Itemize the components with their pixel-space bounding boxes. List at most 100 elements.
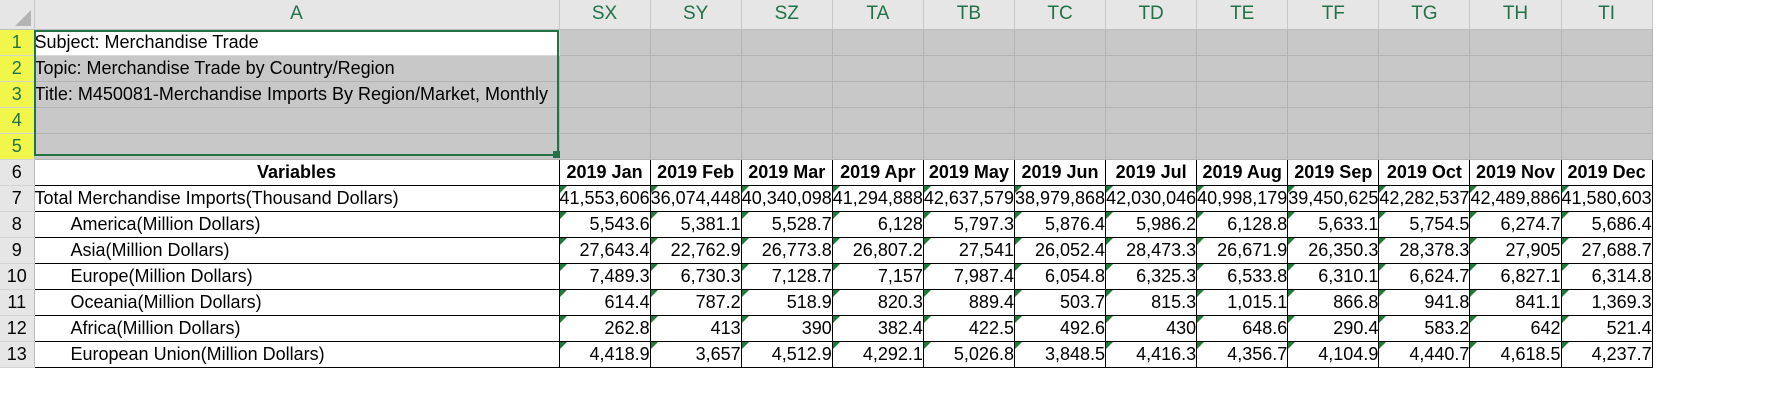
empty-cell[interactable] (923, 81, 1015, 108)
empty-cell[interactable] (559, 29, 651, 56)
data-cell[interactable]: 4,418.9 (558, 340, 651, 368)
data-cell[interactable]: 1,015.1 (1196, 288, 1289, 316)
month-header[interactable]: 2019 Jul (1105, 158, 1198, 186)
data-cell[interactable]: 42,030,046 (1105, 184, 1198, 212)
empty-cell[interactable] (1378, 29, 1471, 56)
meta-subject[interactable]: Subject: Merchandise Trade (34, 29, 560, 56)
row-header-6[interactable]: 6 (0, 159, 35, 186)
data-cell[interactable]: 3,848.5 (1013, 340, 1107, 368)
data-cell[interactable]: 7,489.3 (558, 262, 651, 290)
data-cell[interactable]: 5,543.6 (558, 210, 651, 238)
data-cell[interactable]: 41,580,603 (1560, 184, 1653, 212)
empty-cell[interactable] (1287, 133, 1380, 160)
data-cell[interactable]: 5,686.4 (1560, 210, 1653, 238)
empty-cell[interactable] (1196, 133, 1289, 160)
row-header-12[interactable]: 12 (0, 315, 35, 342)
data-cell[interactable]: 648.6 (1196, 314, 1289, 342)
data-cell[interactable]: 6,128.8 (1196, 210, 1289, 238)
empty-cell[interactable] (741, 55, 833, 82)
data-cell[interactable]: 38,979,868 (1013, 184, 1107, 212)
data-cell[interactable]: 6,624.7 (1378, 262, 1471, 290)
variable-label[interactable]: Africa(Million Dollars) (33, 314, 560, 342)
data-cell[interactable]: 28,378.3 (1378, 236, 1471, 264)
data-cell[interactable]: 521.4 (1560, 314, 1653, 342)
row-header-3[interactable]: 3 (0, 81, 35, 108)
data-cell[interactable]: 6,325.3 (1105, 262, 1198, 290)
empty-cell[interactable] (1561, 55, 1653, 82)
data-cell[interactable]: 40,998,179 (1196, 184, 1289, 212)
data-cell[interactable]: 815.3 (1105, 288, 1198, 316)
data-cell[interactable]: 290.4 (1287, 314, 1380, 342)
column-header-tb[interactable]: TB (923, 0, 1015, 30)
empty-cell[interactable] (559, 107, 651, 134)
month-header[interactable]: 2019 Aug (1196, 158, 1289, 186)
data-cell[interactable]: 262.8 (558, 314, 651, 342)
data-cell[interactable]: 26,807.2 (831, 236, 924, 264)
empty-cell[interactable] (1287, 55, 1380, 82)
data-cell[interactable]: 866.8 (1287, 288, 1380, 316)
data-cell[interactable]: 27,541 (922, 236, 1015, 264)
empty-cell[interactable] (1105, 29, 1198, 56)
empty-cell[interactable] (1378, 133, 1471, 160)
data-cell[interactable]: 6,827.1 (1469, 262, 1562, 290)
data-cell[interactable]: 5,986.2 (1105, 210, 1198, 238)
column-header-sx[interactable]: SX (559, 0, 651, 30)
empty-cell[interactable] (1014, 133, 1107, 160)
data-cell[interactable]: 26,052.4 (1013, 236, 1107, 264)
empty-cell[interactable] (1561, 107, 1653, 134)
data-cell[interactable]: 382.4 (831, 314, 924, 342)
data-cell[interactable]: 41,294,888 (831, 184, 924, 212)
column-header-sy[interactable]: SY (650, 0, 742, 30)
month-header[interactable]: 2019 Mar (740, 158, 833, 186)
data-cell[interactable]: 6,128 (831, 210, 924, 238)
row-header-10[interactable]: 10 (0, 263, 35, 290)
empty-cell[interactable] (559, 55, 651, 82)
data-cell[interactable]: 39,450,625 (1287, 184, 1380, 212)
column-header-ta[interactable]: TA (832, 0, 924, 30)
empty-cell[interactable] (741, 133, 833, 160)
data-cell[interactable]: 4,104.9 (1287, 340, 1380, 368)
variable-label[interactable]: Oceania(Million Dollars) (33, 288, 560, 316)
empty-cell[interactable] (1561, 29, 1653, 56)
empty-cell[interactable] (832, 107, 924, 134)
row-header-13[interactable]: 13 (0, 341, 35, 368)
empty-cell[interactable] (1105, 55, 1198, 82)
column-header-th[interactable]: TH (1469, 0, 1562, 30)
data-cell[interactable]: 5,528.7 (740, 210, 833, 238)
empty-cell[interactable] (559, 81, 651, 108)
month-header[interactable]: 2019 Sep (1287, 158, 1380, 186)
empty-cell[interactable] (1287, 107, 1380, 134)
data-cell[interactable]: 41,553,606 (558, 184, 651, 212)
meta-topic[interactable]: Topic: Merchandise Trade by Country/Regi… (34, 55, 560, 82)
empty-cell[interactable] (1561, 81, 1653, 108)
data-cell[interactable]: 5,876.4 (1013, 210, 1107, 238)
column-header-a[interactable]: A (34, 0, 560, 30)
month-header[interactable]: 2019 Dec (1560, 158, 1653, 186)
data-cell[interactable]: 6,054.8 (1013, 262, 1107, 290)
data-cell[interactable]: 430 (1105, 314, 1198, 342)
empty-cell[interactable] (1196, 107, 1289, 134)
row-header-1[interactable]: 1 (0, 29, 35, 56)
month-header[interactable]: 2019 Jan (558, 158, 651, 186)
data-cell[interactable]: 42,282,537 (1378, 184, 1471, 212)
month-header[interactable]: 2019 Apr (831, 158, 924, 186)
data-cell[interactable]: 40,340,098 (740, 184, 833, 212)
data-cell[interactable]: 583.2 (1378, 314, 1471, 342)
column-header-sz[interactable]: SZ (741, 0, 833, 30)
data-cell[interactable]: 413 (649, 314, 742, 342)
empty-cell[interactable] (1378, 81, 1471, 108)
variable-label[interactable]: America(Million Dollars) (33, 210, 560, 238)
empty-cell[interactable] (832, 29, 924, 56)
data-cell[interactable]: 820.3 (831, 288, 924, 316)
meta-title[interactable]: Title: M450081-Merchandise Imports By Re… (34, 81, 560, 108)
column-header-td[interactable]: TD (1105, 0, 1198, 30)
data-cell[interactable]: 422.5 (922, 314, 1015, 342)
data-cell[interactable]: 841.1 (1469, 288, 1562, 316)
select-all-corner[interactable] (0, 0, 35, 30)
data-cell[interactable]: 6,730.3 (649, 262, 742, 290)
data-cell[interactable]: 28,473.3 (1105, 236, 1198, 264)
row-header-5[interactable]: 5 (0, 133, 35, 160)
data-cell[interactable]: 4,440.7 (1378, 340, 1471, 368)
empty-cell[interactable] (650, 107, 742, 134)
data-cell[interactable]: 26,671.9 (1196, 236, 1289, 264)
